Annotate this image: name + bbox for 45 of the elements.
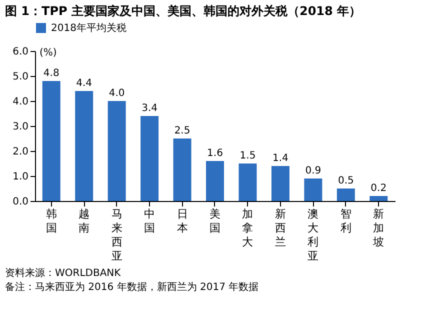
x-tick-label: 智利 <box>340 208 352 234</box>
bar <box>75 91 94 201</box>
bar <box>206 161 224 201</box>
y-tick-label: 5.0 <box>12 72 28 82</box>
x-tick-label: 澳大利亚 <box>308 208 319 262</box>
text: 1.5 <box>240 150 256 162</box>
x-tick-label: 韩国 <box>46 208 57 234</box>
y-tick-label: 3.0 <box>12 122 28 132</box>
text: 1.6 <box>207 148 223 159</box>
text: 0.9 <box>305 166 322 176</box>
x-tick-label: 中国 <box>144 208 156 234</box>
bar <box>304 178 322 201</box>
x-tick-label: 马来西亚 <box>111 208 122 262</box>
y-tick-label: 4.0 <box>12 96 28 108</box>
x-tick-label: 新西兰 <box>274 208 286 248</box>
y-tick-label: 2.0 <box>12 146 28 158</box>
text: 4.4 <box>76 78 92 89</box>
text: 0.2 <box>370 183 387 194</box>
text: 0.5 <box>338 176 354 186</box>
bar <box>140 116 159 201</box>
y-tick-label: 6.0 <box>12 46 28 58</box>
bar <box>370 196 388 201</box>
bar <box>336 188 355 201</box>
text: 备注：马来西亚为 2016 年数据，新西兰为 2017 年数据 <box>5 281 259 293</box>
legend-label: 2018年平均关税 <box>51 22 126 34</box>
x-tick-label: 美国 <box>210 208 220 234</box>
y-tick-label: 1.0 <box>12 172 28 182</box>
chart-title: 图 1：TPP 主要国家及中国、美国、韩国的对外关税（2018 年） <box>5 4 362 18</box>
x-tick-label: 新加坡 <box>372 208 384 248</box>
bar <box>173 138 192 201</box>
bar <box>271 166 290 201</box>
text: 4.8 <box>43 68 60 79</box>
bar <box>108 101 126 201</box>
bar <box>42 81 60 201</box>
x-tick-label: 日本 <box>176 208 188 234</box>
x-tick-label: 越南 <box>78 208 90 234</box>
text: 3.4 <box>142 103 158 114</box>
x-tick-label: 加拿大 <box>242 208 254 248</box>
text: 资料来源：WORLDBANK <box>5 267 122 279</box>
y-axis-title: (%) <box>40 48 57 58</box>
text: 2.5 <box>174 126 190 136</box>
bar <box>238 164 257 201</box>
y-tick-label: 0.0 <box>12 196 28 208</box>
text: 4.0 <box>108 88 125 99</box>
text: 1.4 <box>272 153 288 164</box>
